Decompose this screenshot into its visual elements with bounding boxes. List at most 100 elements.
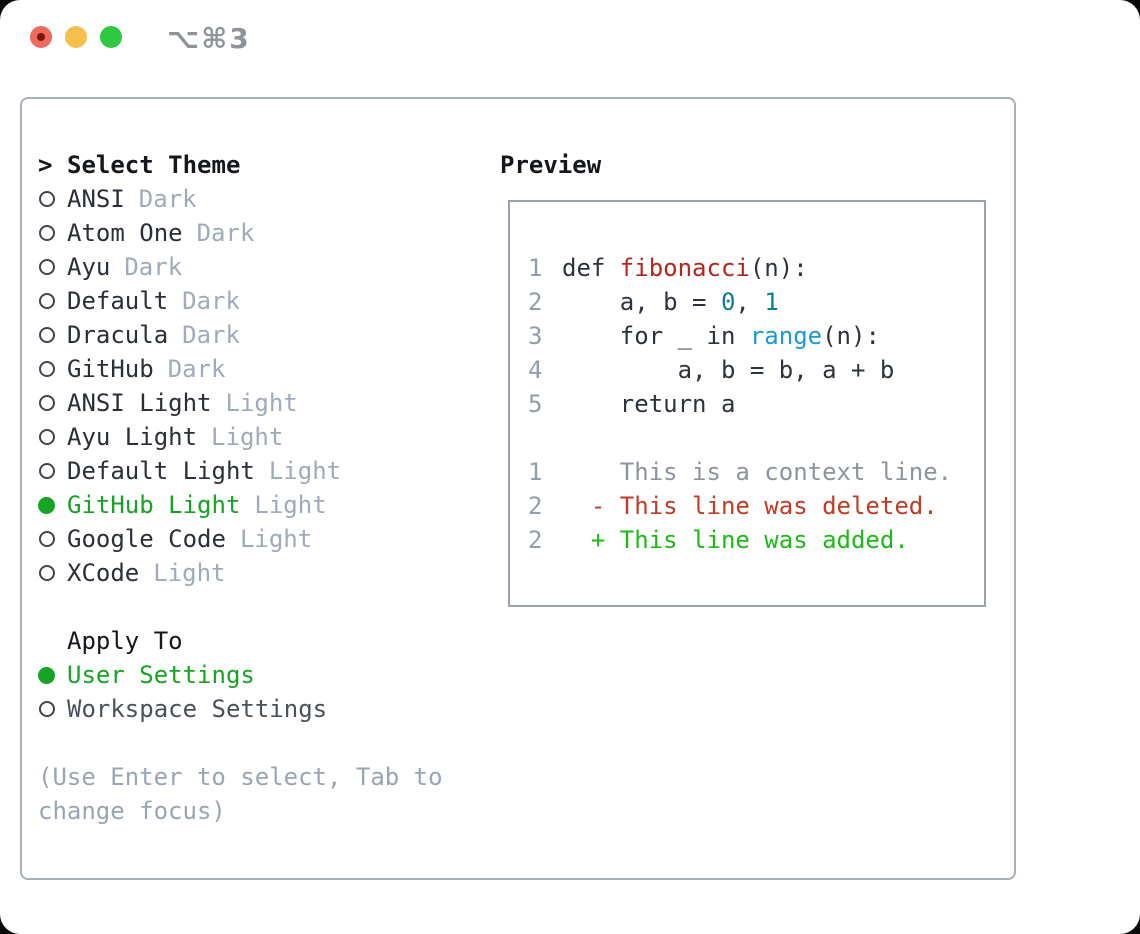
code-line: 1 This is a context line. <box>528 455 984 489</box>
code-line: 4 a, b = b, a + b <box>528 353 984 387</box>
option-variant-label: Dark <box>124 253 183 281</box>
theme-picker-heading-label: Select Theme <box>67 151 241 179</box>
code-line: 2 a, b = 0, 1 <box>528 285 984 319</box>
option-label: Ayu Light <box>67 423 198 451</box>
option-variant-label: Dark <box>196 219 255 247</box>
zoom-button[interactable] <box>100 26 122 48</box>
line-number: 4 <box>528 356 543 384</box>
apply-option-user-settings[interactable]: User Settings <box>38 658 488 692</box>
code-line: 2 - This line was deleted. <box>528 489 984 523</box>
apply-option-workspace-settings[interactable]: Workspace Settings <box>38 692 488 726</box>
code-line <box>528 421 984 455</box>
option-variant-label: Dark <box>167 355 226 383</box>
focus-caret-icon: > <box>38 151 53 179</box>
theme-option-dracula[interactable]: Dracula Dark <box>38 318 488 352</box>
option-variant-label: Light <box>153 559 226 587</box>
option-label: Google Code <box>67 525 226 553</box>
option-label: Workspace Settings <box>67 695 328 723</box>
line-number: 5 <box>528 390 543 418</box>
option-label: ANSI <box>67 185 125 213</box>
spacer <box>38 590 488 624</box>
radio-unselected-icon <box>39 225 55 241</box>
option-label: Ayu <box>67 253 111 281</box>
line-number: 2 <box>528 492 543 520</box>
option-variant-label: Light <box>211 423 284 451</box>
hint-line: change focus) <box>38 797 226 825</box>
radio-unselected-icon <box>39 361 55 377</box>
radio-unselected-icon <box>39 191 55 207</box>
option-label: XCode <box>67 559 140 587</box>
option-variant-label: Dark <box>182 321 240 349</box>
code-line: 5 return a <box>528 387 984 421</box>
option-label: ANSI Light <box>67 389 212 417</box>
code-line: 1 def fibonacci(n): <box>528 251 984 285</box>
line-number: 1 <box>528 254 543 282</box>
code-line-text: def fibonacci(n): <box>562 254 808 282</box>
theme-option-google-code[interactable]: Google Code Light <box>38 522 488 556</box>
radio-unselected-icon <box>39 701 55 717</box>
theme-option-atom-one[interactable]: Atom One Dark <box>38 216 488 250</box>
close-button[interactable] <box>30 26 52 48</box>
line-number: 2 <box>528 288 543 316</box>
option-label: Default Light <box>67 457 255 485</box>
code-line-text: + This line was added. <box>562 526 909 554</box>
preview-heading-label: Preview <box>500 151 602 179</box>
code-line-text: return a <box>562 390 736 418</box>
radio-unselected-icon <box>39 463 55 479</box>
close-dot-icon <box>37 33 45 41</box>
theme-option-ayu[interactable]: Ayu Dark <box>38 250 488 284</box>
option-variant-label: Dark <box>138 185 197 213</box>
option-label: Atom One <box>67 219 183 247</box>
apply-to-list: User Settings Workspace Settings <box>38 658 488 726</box>
hint-line: (Use Enter to select, Tab to <box>38 763 443 791</box>
radio-unselected-icon <box>39 293 55 309</box>
theme-option-ansi[interactable]: ANSI Dark <box>38 182 488 216</box>
radio-unselected-icon <box>39 395 55 411</box>
theme-option-default[interactable]: Default Dark <box>38 284 488 318</box>
line-number: 3 <box>528 322 543 350</box>
radio-unselected-icon <box>39 565 55 581</box>
spacer <box>38 726 488 760</box>
apply-to-heading-label: Apply To <box>67 627 183 655</box>
code-line-text: for _ in range(n): <box>562 322 880 350</box>
titlebar: ⌥⌘3 <box>0 0 1140 97</box>
code-line-text: a, b = b, a + b <box>562 356 895 384</box>
line-number: 1 <box>528 458 543 486</box>
code-line: 3 for _ in range(n): <box>528 319 984 353</box>
main-panel: > Select Theme ANSI Dark Atom One Dark Ayu Da… <box>20 97 1016 880</box>
line-number: 2 <box>528 526 543 554</box>
code-line-text: - This line was deleted. <box>562 492 938 520</box>
radio-unselected-icon <box>39 531 55 547</box>
theme-option-default-light[interactable]: Default Light Light <box>38 454 488 488</box>
theme-option-xcode[interactable]: XCode Light <box>38 556 488 590</box>
option-label: User Settings <box>67 661 255 689</box>
option-label: Dracula <box>67 321 169 349</box>
theme-option-ayu-light[interactable]: Ayu Light Light <box>38 420 488 454</box>
code-line-text: a, b = 0, 1 <box>562 288 779 316</box>
theme-list: ANSI Dark Atom One Dark Ayu Dark Default Dark Dr… <box>38 182 488 590</box>
apply-to-heading: Apply To <box>38 624 488 658</box>
theme-picker-heading: > Select Theme <box>38 148 488 182</box>
code-line: 2 + This line was added. <box>528 523 984 557</box>
option-variant-label: Dark <box>182 287 240 315</box>
theme-option-ansi-light[interactable]: ANSI Light Light <box>38 386 488 420</box>
radio-selected-icon <box>38 496 55 514</box>
minimize-button[interactable] <box>65 26 87 48</box>
hint-text: (Use Enter to select, Tab to change focus… <box>38 760 488 828</box>
option-variant-label: Light <box>225 389 298 417</box>
code-line-text: This is a context line. <box>562 458 953 486</box>
option-label: GitHub <box>67 355 154 383</box>
option-label: Default <box>67 287 169 315</box>
option-variant-label: Light <box>254 491 327 519</box>
radio-selected-icon <box>38 666 55 684</box>
option-label: GitHub Light <box>67 491 241 519</box>
theme-option-github-light[interactable]: GitHub Light Light <box>38 488 488 522</box>
radio-unselected-icon <box>39 327 55 343</box>
theme-option-github[interactable]: GitHub Dark <box>38 352 488 386</box>
radio-unselected-icon <box>39 429 55 445</box>
preview-heading: Preview <box>500 148 601 182</box>
line-number <box>528 421 562 455</box>
